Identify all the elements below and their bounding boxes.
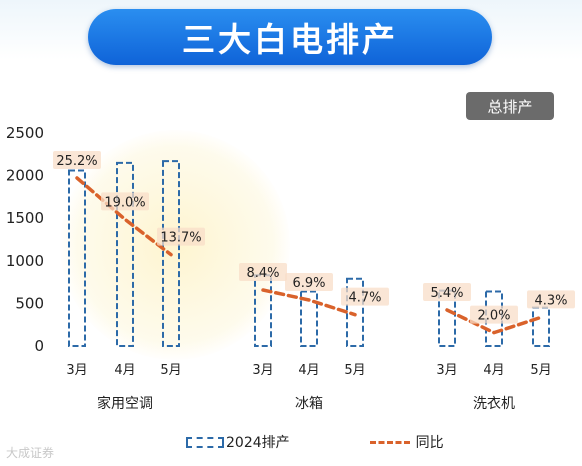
y-tick-label: 2500 bbox=[6, 124, 44, 142]
x-tick-label: 5月 bbox=[160, 363, 181, 378]
bar bbox=[68, 169, 86, 347]
data-label-bg bbox=[423, 283, 471, 301]
data-label-bg bbox=[101, 192, 149, 211]
data-label-bg bbox=[157, 227, 205, 246]
group-label: 冰箱 bbox=[295, 396, 323, 412]
yoy-line bbox=[445, 308, 543, 335]
yoy-data-label: 25.2% bbox=[56, 154, 97, 169]
x-tick-label: 4月 bbox=[298, 363, 319, 378]
bar bbox=[532, 306, 550, 348]
yoy-data-label: 13.7% bbox=[160, 231, 201, 246]
yoy-data-label: 8.4% bbox=[246, 266, 279, 281]
bar bbox=[346, 277, 364, 347]
group-label: 洗衣机 bbox=[473, 396, 515, 412]
legend-line-label: 同比 bbox=[415, 435, 444, 451]
legend-bar-swatch bbox=[186, 436, 224, 448]
data-label-bg bbox=[527, 290, 575, 309]
y-tick-label: 0 bbox=[34, 337, 44, 355]
watermark-text: 大成证券 bbox=[6, 446, 55, 460]
data-label-bg bbox=[239, 263, 287, 281]
yoy-line bbox=[75, 176, 173, 257]
yoy-data-label: 2.0% bbox=[477, 309, 510, 324]
x-tick-label: 3月 bbox=[66, 363, 87, 378]
x-tick-label: 3月 bbox=[252, 363, 273, 378]
data-label-bg bbox=[341, 287, 389, 306]
bar bbox=[116, 161, 134, 347]
yoy-data-label: 4.7% bbox=[348, 291, 381, 306]
bar bbox=[300, 290, 318, 347]
legend-bar-label: 2024排产 bbox=[226, 435, 290, 451]
y-tick-label: 1500 bbox=[6, 209, 44, 227]
title-banner: 三大白电排产 bbox=[88, 9, 492, 65]
y-tick-label: 2000 bbox=[6, 167, 44, 185]
x-tick-label: 3月 bbox=[436, 363, 457, 378]
chart-title: 三大白电排产 bbox=[182, 20, 398, 59]
data-label-bg bbox=[285, 273, 333, 291]
data-label-bg bbox=[470, 305, 518, 324]
bar bbox=[254, 274, 272, 347]
legend: 2024排产 同比 bbox=[186, 432, 444, 452]
yoy-data-label: 5.4% bbox=[430, 286, 463, 301]
yoy-data-label: 6.9% bbox=[292, 276, 325, 291]
yoy-line bbox=[261, 288, 357, 317]
x-tick-label: 4月 bbox=[483, 363, 504, 378]
total-production-badge: 总排产 bbox=[466, 92, 554, 120]
yoy-data-label: 4.3% bbox=[534, 293, 567, 308]
group-label: 家用空调 bbox=[97, 395, 153, 412]
y-tick-label: 1000 bbox=[6, 252, 44, 270]
data-label-bg bbox=[53, 151, 101, 169]
yoy-data-label: 19.0% bbox=[104, 195, 145, 210]
bar bbox=[162, 160, 180, 347]
legend-line-swatch bbox=[369, 440, 410, 444]
x-tick-label: 5月 bbox=[344, 363, 365, 378]
x-tick-label: 4月 bbox=[114, 363, 135, 378]
y-tick-label: 500 bbox=[15, 294, 44, 312]
x-tick-label: 5月 bbox=[530, 363, 551, 378]
